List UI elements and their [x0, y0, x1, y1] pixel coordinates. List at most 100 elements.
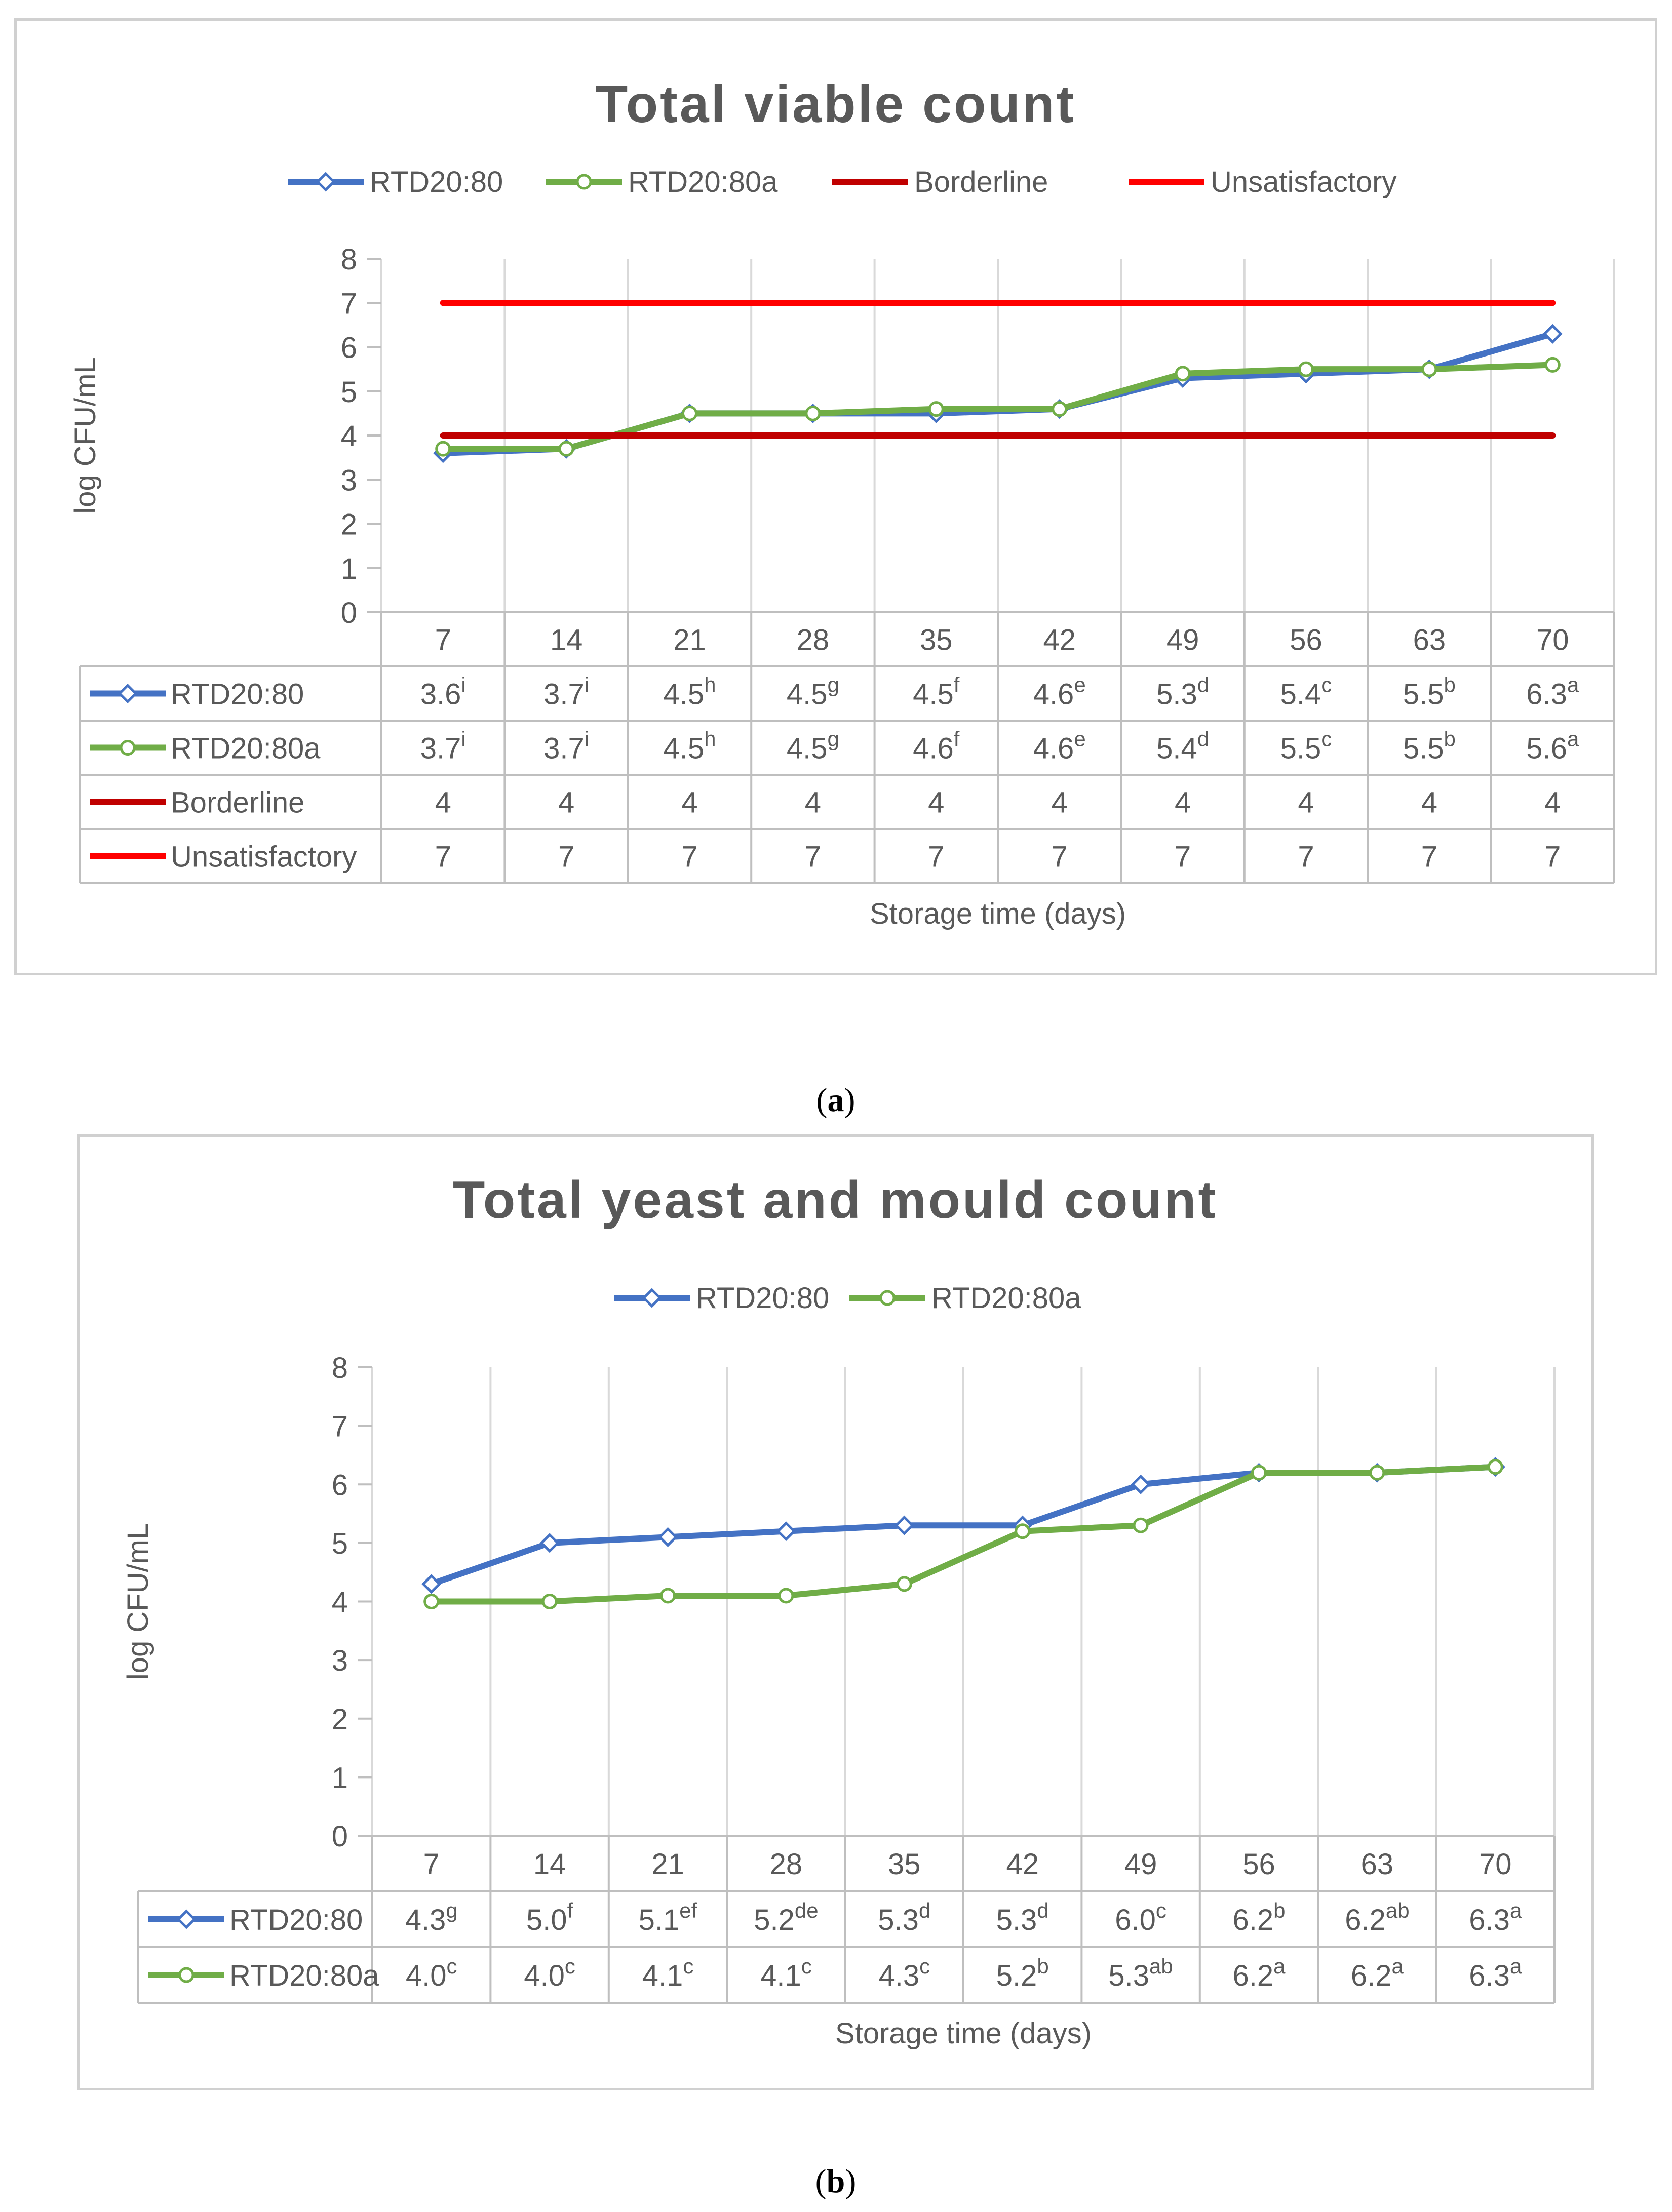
cell-superscript: a	[1392, 1954, 1404, 1978]
series-rtd20-80a	[435, 357, 1561, 457]
cell-number: 4	[1421, 786, 1437, 819]
y-tick-label: 3	[332, 1644, 348, 1677]
legend-item-borderline: Borderline	[832, 166, 1048, 199]
table-cell-value: 3.7i	[420, 727, 466, 765]
cell-superscript: b	[1444, 727, 1456, 751]
table-row-unsatisfactory: Unsatisfactory 7 7 7 7 7 7 7 7 7 7	[90, 841, 1561, 874]
series-line-rtd20-80a	[440, 362, 1556, 452]
data-point-diamond	[421, 1574, 442, 1594]
cell-number: 6.3	[1526, 678, 1567, 711]
table-cell-value: 7	[805, 841, 821, 874]
table-series-name: Borderline	[171, 786, 304, 819]
table-key-marker	[178, 1967, 195, 1983]
cell-number: 4	[681, 786, 697, 819]
cell-number: 7	[435, 841, 451, 874]
cell-number: 4.5	[664, 732, 705, 765]
table-series-name: RTD20:80a	[171, 732, 321, 765]
table-cell-value: 4.6e	[1033, 673, 1086, 711]
table-cell-value: 3.6i	[420, 673, 466, 711]
table-cell-value: 5.1ef	[639, 1899, 697, 1937]
table-cell-value: 7	[1421, 841, 1437, 874]
x-tick-label: 70	[1536, 624, 1569, 657]
cell-number: 5.3	[1108, 1959, 1149, 1992]
cell-superscript: d	[1037, 1899, 1048, 1922]
cell-superscript: e	[1074, 727, 1085, 751]
cell-number: 3.6	[420, 678, 461, 711]
table-cell-value: 4.5g	[787, 727, 839, 765]
cell-superscript: f	[567, 1899, 573, 1922]
cell-superscript: a	[1273, 1954, 1286, 1978]
y-tick-label: 8	[332, 1352, 348, 1385]
table-cell-value: 7	[1298, 841, 1314, 874]
x-tick-label: 21	[651, 1848, 684, 1881]
cell-superscript: c	[1321, 673, 1332, 697]
cell-superscript: de	[795, 1899, 819, 1922]
caption-a: (a)	[816, 1082, 856, 1119]
cell-superscript: c	[447, 1954, 457, 1978]
cell-superscript: i	[585, 727, 589, 751]
cell-superscript: ab	[1149, 1954, 1173, 1978]
data-point-diamond	[1542, 324, 1563, 344]
table-series-name: RTD20:80	[229, 1904, 363, 1937]
cell-superscript: a	[1567, 727, 1579, 751]
data-point-circle	[423, 1594, 440, 1609]
table-cell-value: 4	[1544, 786, 1561, 819]
y-tick-label: 4	[332, 1586, 348, 1619]
table-key-marker	[120, 740, 136, 756]
table-series-name: RTD20:80a	[229, 1959, 379, 1992]
cell-number: 4.1	[642, 1959, 683, 1992]
cell-number: 5.5	[1403, 678, 1444, 711]
cell-number: 7	[1175, 841, 1191, 874]
x-tick-label: 7	[435, 624, 451, 657]
x-tick-label: 42	[1006, 1848, 1039, 1881]
y-tick-label: 7	[332, 1410, 348, 1443]
data-point-circle	[1251, 1465, 1267, 1481]
data-point-circle	[1487, 1459, 1503, 1475]
cell-number: 7	[805, 841, 821, 874]
y-tick-label: 7	[341, 287, 357, 320]
cell-number: 4.5	[913, 678, 954, 711]
cell-superscript: c	[1321, 727, 1332, 751]
cell-number: 6.2	[1233, 1959, 1274, 1992]
caption-b: (b)	[815, 2163, 857, 2200]
legend-label: RTD20:80a	[931, 1282, 1081, 1315]
legend-item-rtd20-80a: RTD20:80a	[849, 1282, 1081, 1315]
table-cell-value: 7	[681, 841, 697, 874]
table-cell-value: 5.5c	[1280, 727, 1332, 765]
x-axis-label: Storage time (days)	[870, 897, 1126, 930]
table-cell-value: 6.2ab	[1345, 1899, 1409, 1937]
data-point-circle	[435, 441, 451, 457]
y-tick-label: 8	[341, 243, 357, 276]
x-tick-label: 42	[1043, 624, 1076, 657]
x-tick-label: 28	[797, 624, 830, 657]
data-point-circle	[1015, 1523, 1031, 1539]
cell-number: 4	[1052, 786, 1068, 819]
cell-number: 5.5	[1403, 732, 1444, 765]
table-cell-value: 7	[558, 841, 574, 874]
cell-superscript: d	[1197, 673, 1209, 697]
table-cell-value: 7	[435, 841, 451, 874]
table-key-marker	[118, 683, 138, 704]
data-point-diamond	[539, 1533, 560, 1553]
table-cell-value: 5.4c	[1280, 673, 1332, 711]
table-cell-value: 5.5b	[1403, 727, 1456, 765]
table-cell-value: 4.0c	[524, 1954, 575, 1992]
y-tick-label: 6	[332, 1469, 348, 1502]
cell-number: 7	[1544, 841, 1561, 874]
x-tick-label: 49	[1166, 624, 1199, 657]
cell-superscript: b	[1037, 1954, 1048, 1978]
cell-superscript: g	[446, 1899, 457, 1922]
table-cell-value: 5.3d	[996, 1899, 1049, 1937]
legend-label: RTD20:80	[696, 1282, 829, 1315]
cell-number: 4	[1298, 786, 1314, 819]
x-tick-label: 63	[1361, 1848, 1394, 1881]
cell-number: 4.5	[787, 678, 828, 711]
table-cell-value: 7	[1544, 841, 1561, 874]
table-cell-value: 4.3g	[405, 1899, 458, 1937]
cell-superscript: g	[828, 727, 839, 751]
x-tick-label: 21	[673, 624, 706, 657]
cell-superscript: h	[704, 727, 716, 751]
table-cell-value: 5.3d	[1156, 673, 1209, 711]
